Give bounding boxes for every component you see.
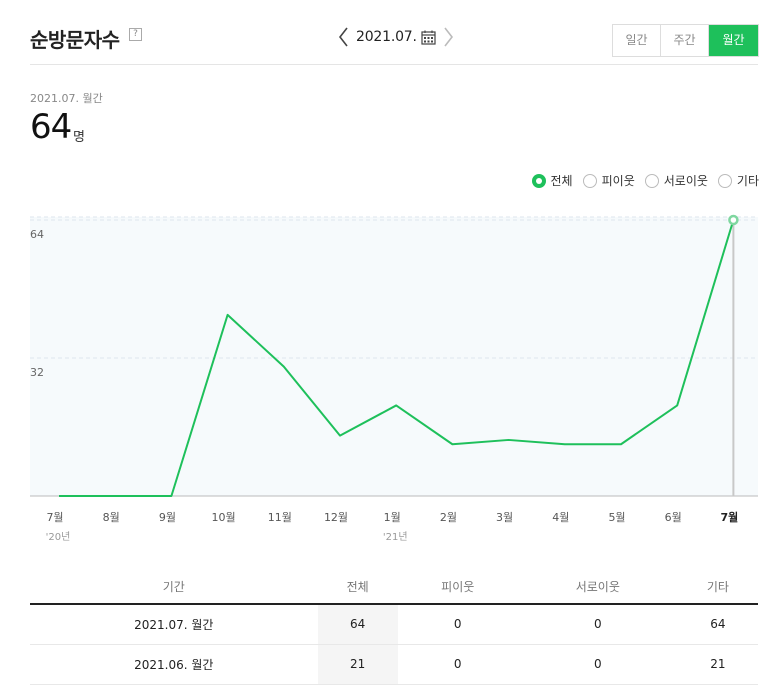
next-month-button[interactable] [440, 24, 456, 50]
header: 순방문자수 ? 2021.07. 일간 주간 월간 [30, 0, 759, 65]
x-tick-label: 10월 [212, 511, 236, 524]
x-year-label: '21년 [383, 531, 408, 543]
cell-neighbor: 0 [397, 644, 518, 685]
col-period: 기간 [30, 578, 318, 605]
x-tick-label: 7월 [46, 511, 63, 524]
stats-table: 기간 전체 피이웃 서로이웃 기타 2021.07. 월간 64 0 0 64 … [30, 578, 758, 685]
radio-selected-icon [531, 173, 546, 188]
x-tick-label: 8월 [103, 511, 120, 524]
tab-monthly[interactable]: 월간 [709, 25, 758, 56]
visitor-line-chart: 32 64 7월 8월 9월 10월 11월 12월 1월 2월 3월 4월 5월 6월 7월 '20년 '21… [30, 214, 758, 543]
highlight-point [728, 214, 739, 226]
cell-period: 2021.07. 월간 [30, 604, 318, 645]
y-tick-label: 64 [30, 228, 44, 241]
period-toggle: 일간 주간 월간 [612, 24, 759, 57]
x-tick-label: 4월 [552, 511, 569, 524]
cell-neighbor: 0 [397, 604, 518, 645]
x-tick-label: 2월 [440, 511, 457, 524]
x-tick-label: 12월 [324, 511, 348, 524]
col-neighbor: 피이웃 [397, 578, 518, 605]
chevron-left-icon [339, 27, 348, 47]
legend-label: 피이웃 [601, 174, 635, 188]
legend-neighbor[interactable]: 피이웃 [582, 172, 635, 189]
date-navigator: 2021.07. [336, 24, 456, 50]
series-line-전체 [59, 219, 735, 497]
summary-value: 64 [30, 107, 72, 147]
cell-other: 21 [677, 644, 758, 685]
x-tick-label: 3월 [496, 511, 513, 524]
plot-area [30, 217, 758, 496]
cell-other: 64 [677, 604, 758, 645]
y-tick-label: 32 [30, 366, 44, 379]
chevron-right-icon [444, 27, 453, 47]
cell-mutual-neighbor: 0 [517, 604, 678, 645]
summary-unit: 명 [73, 130, 85, 145]
x-tick-label: 6월 [665, 511, 682, 524]
legend-label: 기타 [736, 174, 759, 188]
x-tick-label: 9월 [159, 511, 176, 524]
summary-period: 2021.07. 월간 [30, 92, 103, 105]
x-tick-label: 5월 [608, 511, 625, 524]
col-mutual-neighbor: 서로이웃 [517, 578, 678, 605]
legend-label: 전체 [550, 174, 573, 188]
table-row: 2021.07. 월간 64 0 0 64 [30, 604, 758, 645]
cell-mutual-neighbor: 0 [517, 644, 678, 685]
cell-total: 21 [317, 644, 398, 685]
radio-icon [644, 173, 659, 188]
legend-label: 서로이웃 [663, 174, 708, 188]
radio-icon [582, 173, 597, 188]
tab-weekly[interactable]: 주간 [661, 25, 709, 56]
calendar-icon[interactable] [421, 30, 436, 45]
current-date[interactable]: 2021.07. [356, 29, 417, 45]
x-year-label: '20년 [46, 531, 71, 543]
table-row: 2021.06. 월간 21 0 0 21 [30, 644, 758, 685]
legend-other[interactable]: 기타 [717, 172, 759, 189]
table-header-row: 기간 전체 피이웃 서로이웃 기타 [30, 578, 758, 605]
cell-period: 2021.06. 월간 [30, 644, 318, 685]
cell-total: 64 [317, 604, 398, 645]
x-tick-label: 7월 [721, 510, 739, 524]
x-tick-label: 11월 [268, 511, 292, 524]
legend-all[interactable]: 전체 [531, 172, 573, 189]
page-title: 순방문자수 [30, 28, 120, 52]
help-icon[interactable]: ? [129, 28, 142, 41]
col-total: 전체 [317, 578, 398, 605]
x-tick-label: 1월 [384, 511, 401, 524]
radio-icon [717, 173, 732, 188]
tab-daily[interactable]: 일간 [613, 25, 661, 56]
prev-month-button[interactable] [336, 24, 352, 50]
legend-mutual-neighbor[interactable]: 서로이웃 [644, 172, 708, 189]
chart-legend: 전체 피이웃 서로이웃 기타 [522, 172, 759, 189]
col-other: 기타 [677, 578, 758, 605]
